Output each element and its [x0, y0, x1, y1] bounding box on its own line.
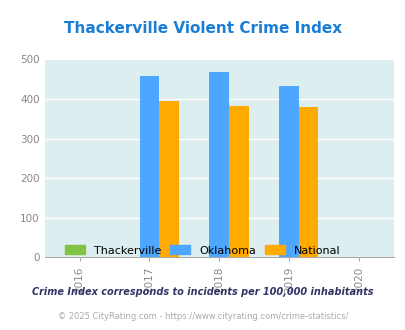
- Bar: [139, 76, 159, 257]
- Bar: [298, 107, 318, 257]
- Bar: [159, 101, 178, 257]
- Bar: [228, 106, 248, 257]
- Bar: [279, 86, 298, 257]
- Legend: Thackerville, Oklahoma, National: Thackerville, Oklahoma, National: [61, 241, 344, 260]
- Text: © 2025 CityRating.com - https://www.cityrating.com/crime-statistics/: © 2025 CityRating.com - https://www.city…: [58, 312, 347, 321]
- Text: Crime Index corresponds to incidents per 100,000 inhabitants: Crime Index corresponds to incidents per…: [32, 287, 373, 297]
- Bar: [209, 72, 228, 257]
- Text: Thackerville Violent Crime Index: Thackerville Violent Crime Index: [64, 21, 341, 36]
